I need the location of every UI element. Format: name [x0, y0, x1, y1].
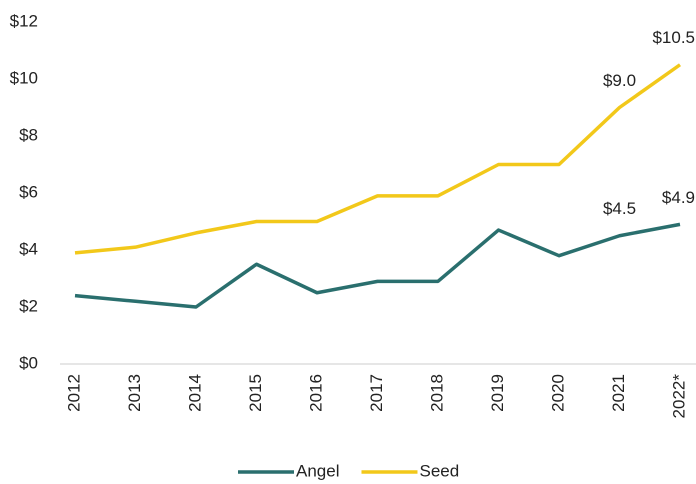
- x-tick-label: 2020: [548, 374, 567, 412]
- y-tick-label: $8: [19, 125, 38, 144]
- y-tick-label: $6: [19, 182, 38, 201]
- data-label: $4.9: [662, 188, 695, 207]
- data-label: $4.5: [603, 199, 636, 218]
- x-tick-label: 2019: [488, 374, 507, 412]
- series-line: [74, 222, 681, 309]
- legend-label: Seed: [419, 461, 459, 480]
- x-tick-label: 2016: [306, 374, 325, 412]
- data-label: $9.0: [603, 71, 636, 90]
- y-tick-label: $4: [19, 239, 38, 258]
- x-tick-label: 2022*: [669, 374, 688, 419]
- x-tick-label: 2012: [64, 374, 83, 412]
- y-tick-label: $10: [10, 68, 38, 87]
- x-tick-label: 2017: [367, 374, 386, 412]
- x-tick-label: 2018: [427, 374, 446, 412]
- legend-label: Angel: [296, 461, 339, 480]
- series-line: [74, 63, 682, 255]
- data-label: $10.5: [652, 28, 695, 47]
- x-tick-label: 2015: [246, 374, 265, 412]
- y-tick-label: $0: [19, 353, 38, 372]
- y-tick-label: $12: [10, 11, 38, 30]
- y-tick-label: $2: [19, 296, 38, 315]
- x-tick-label: 2014: [185, 374, 204, 412]
- x-tick-label: 2013: [125, 374, 144, 412]
- x-tick-label: 2021: [609, 374, 628, 412]
